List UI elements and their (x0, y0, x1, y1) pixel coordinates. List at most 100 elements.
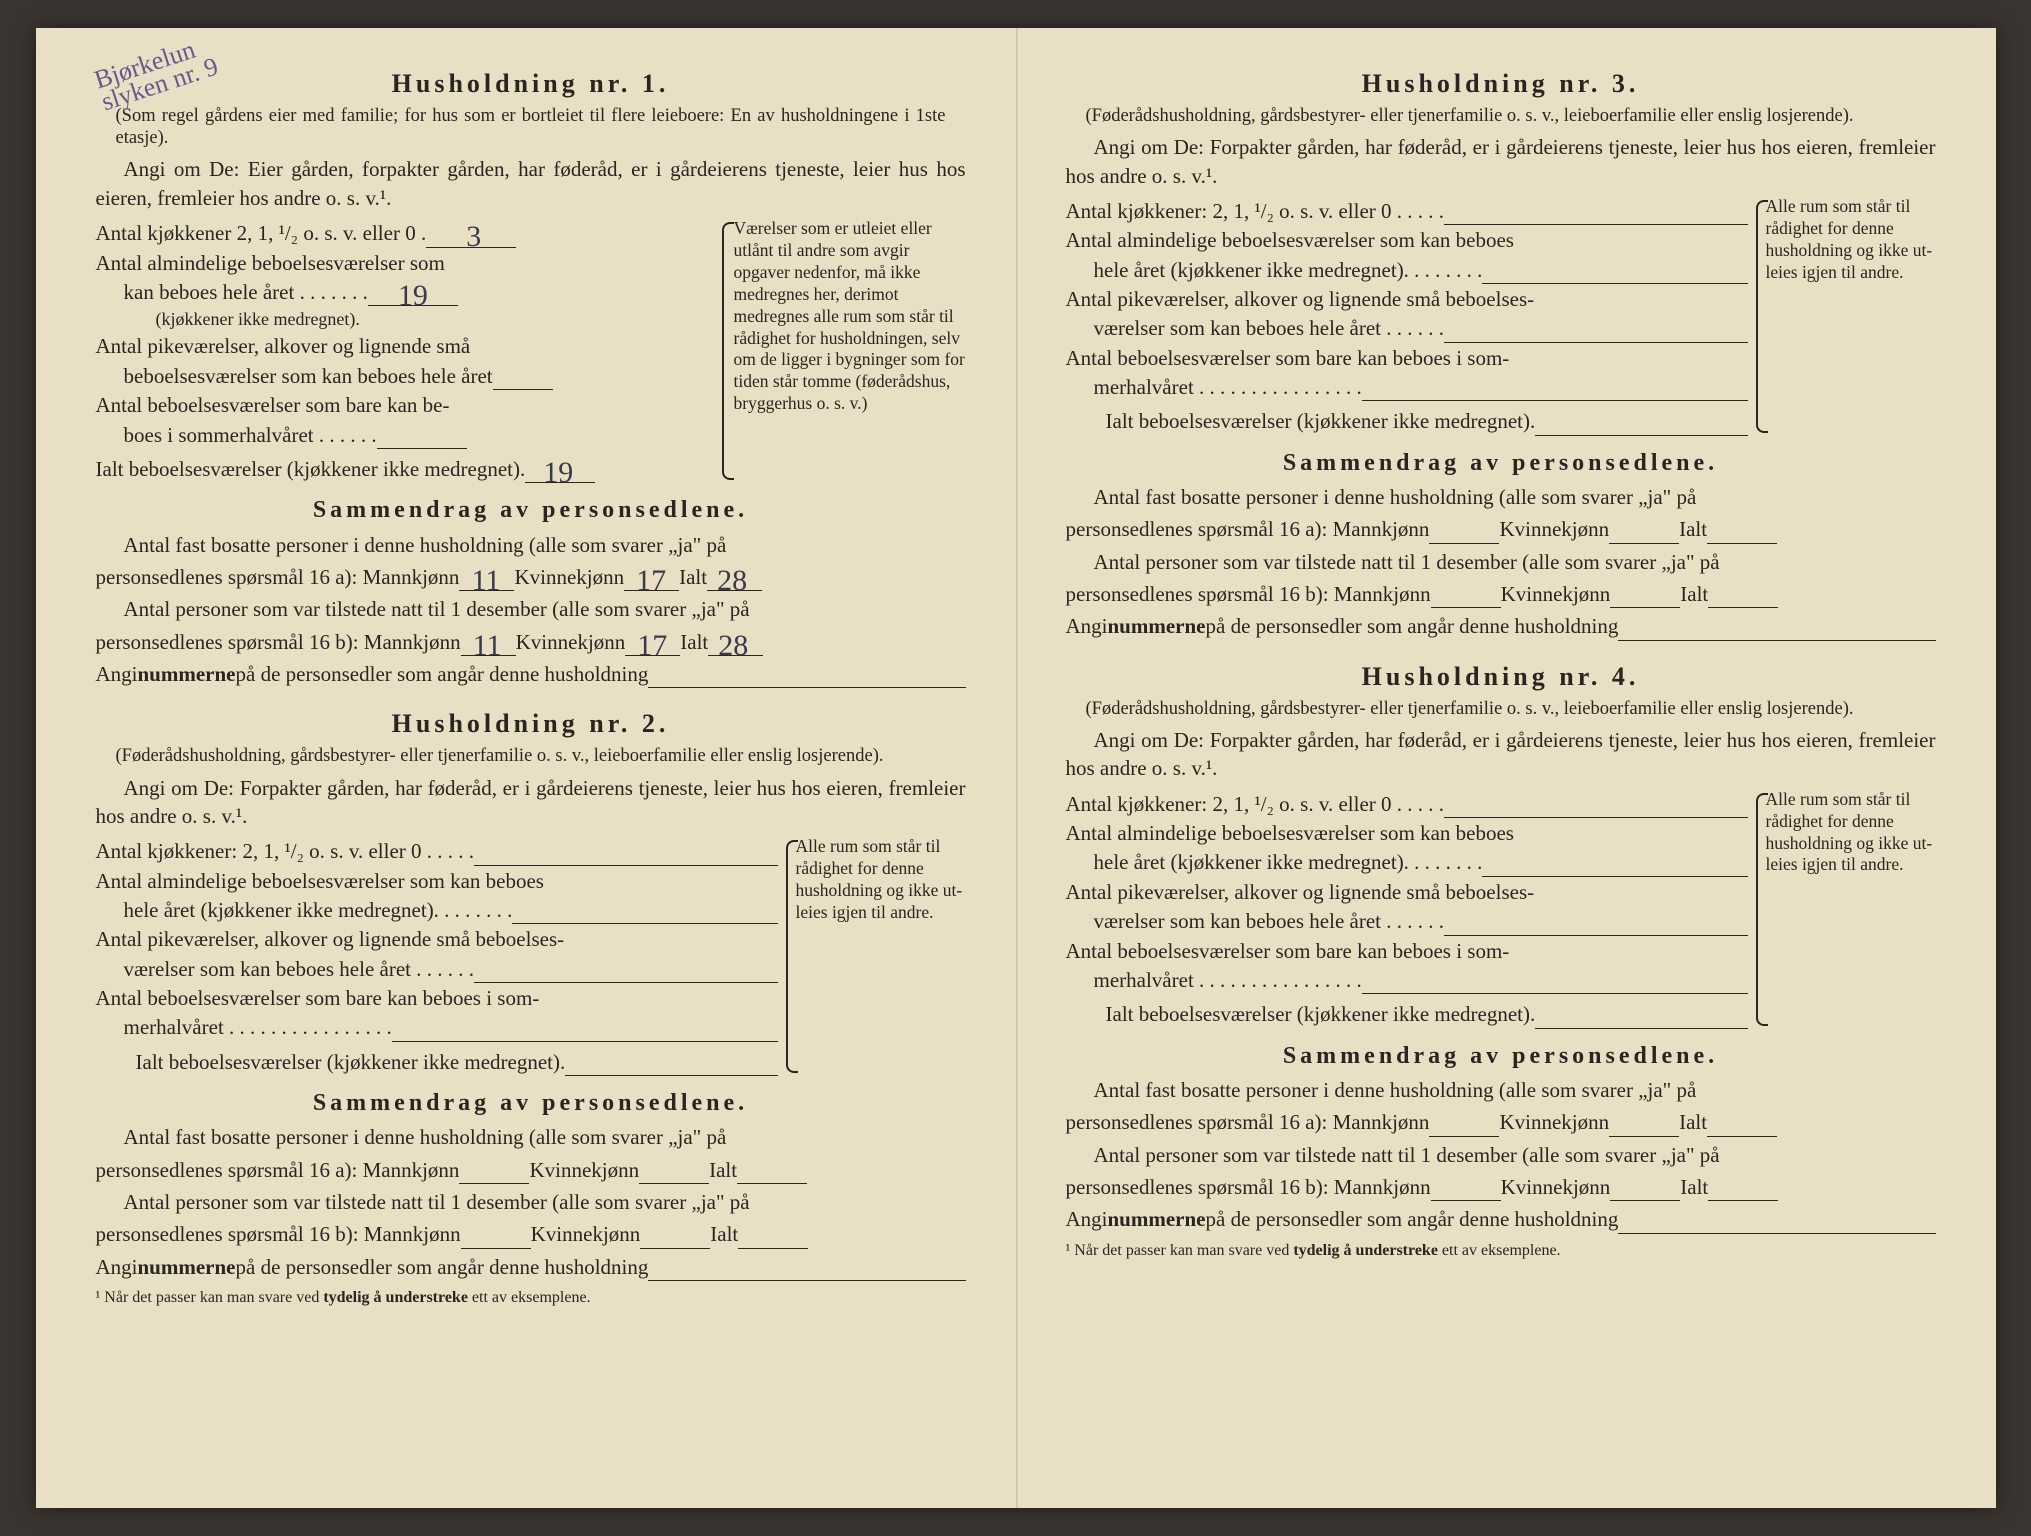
hh4-s1a: Antal fast bosatte personer i denne hush… (1066, 1076, 1936, 1104)
hh4-title: Husholdning nr. 4. (1066, 659, 1936, 694)
hh2-summary-title: Sammendrag av personsedlene. (96, 1087, 966, 1119)
footnote-left: ¹ Når det passer kan man svare ved tydel… (96, 1287, 966, 1309)
hw: 17 (637, 626, 667, 667)
t: Angi (1066, 1205, 1108, 1233)
hh1-alm-field: 19 (368, 282, 458, 306)
hh3-s1b: personsedlenes spørsmål 16 a): Mannkjønn… (1066, 515, 1936, 543)
f (1618, 617, 1935, 641)
left-page: Husholdning nr. 1. (Som regel gårdens ei… (36, 28, 1016, 1508)
f: 11 (461, 632, 516, 656)
f (1444, 319, 1748, 343)
t: personsedlenes spørsmål 16 a): Mannkjønn (96, 1156, 460, 1184)
f (461, 1225, 531, 1249)
t: personsedlenes spørsmål 16 b): Mannkjønn (96, 1220, 461, 1248)
hh2-angi: Angi om De: Forpakter gården, har føderå… (96, 774, 966, 831)
f (1707, 1113, 1777, 1137)
f (474, 959, 778, 983)
hh2-sidebox: Alle rum som står til rådighet for denne… (788, 836, 966, 1077)
hh1-r3b: beboelsesværelser som kan beboes hele år… (96, 362, 493, 390)
hh3-rows-wrap: Antal kjøkkener: 2, 1, ¹/₂ o. s. v. elle… (1066, 196, 1936, 437)
t: hele året (kjøkkener ikke medregnet). . … (96, 896, 513, 924)
t: Antal pikeværelser, alkover og lignende … (96, 927, 565, 951)
hh3-s3: Angi nummerne på de personsedler som ang… (1066, 612, 1936, 640)
hh3-summary-title: Sammendrag av personsedlene. (1066, 447, 1936, 479)
blank-line (493, 366, 553, 390)
t: på de personsedler som angår denne husho… (236, 660, 649, 688)
hw-kj: 3 (466, 217, 481, 258)
hh1-r2b: kan beboes hele året . . . . . . . (96, 278, 368, 306)
hh3-subtitle: (Føderådshusholdning, gårdsbestyrer- ell… (1086, 105, 1916, 127)
hh1-title: Husholdning nr. 1. (96, 66, 966, 101)
hh2-s2b: personsedlenes spørsmål 16 b): Mannkjønn… (96, 1220, 966, 1248)
t: Ialt (1680, 1173, 1708, 1201)
t: på de personsedler som angår denne husho… (1206, 612, 1619, 640)
t: Ialt (679, 563, 707, 591)
t: Kvinnekjønn (516, 628, 626, 656)
hh1-kj-field: 3 (426, 223, 516, 247)
t: Antal pikeværelser, alkover og lignende … (1066, 880, 1535, 904)
t: Kvinnekjønn (1499, 1108, 1609, 1136)
t: Antal almindelige beboelsesværelser som … (1066, 228, 1514, 252)
hh3-s1a: Antal fast bosatte personer i denne hush… (1066, 483, 1936, 511)
t: Ialt (709, 1156, 737, 1184)
t: personsedlenes spørsmål 16 a): Mannkjønn (96, 563, 460, 591)
t: tydelig å understreke (323, 1289, 468, 1306)
f (1707, 520, 1777, 544)
hh4-sidebox: Alle rum som står til rådighet for denne… (1758, 789, 1936, 1030)
f (1708, 584, 1778, 608)
f (1362, 377, 1748, 401)
hh3-rows: Antal kjøkkener: 2, 1, ¹/₂ o. s. v. elle… (1066, 196, 1748, 437)
hh4-s3: Angi nummerne på de personsedler som ang… (1066, 1205, 1936, 1233)
t: Angi (96, 1253, 138, 1281)
f (1444, 911, 1748, 935)
t: Antal pikeværelser, alkover og lignende … (1066, 287, 1535, 311)
hh4-summary-title: Sammendrag av personsedlene. (1066, 1040, 1936, 1072)
t: merhalvåret . . . . . . . . . . . . . . … (1066, 966, 1362, 994)
right-page: Husholdning nr. 3. (Føderådshusholdning,… (1016, 28, 1996, 1508)
hh2-s2a: Antal personer som var tilstede natt til… (96, 1188, 966, 1216)
hw: 28 (718, 626, 748, 667)
f (1431, 584, 1501, 608)
t: Antal kjøkkener: 2, 1, ¹/₂ o. s. v. elle… (1066, 197, 1445, 225)
blank-line (648, 664, 965, 688)
t: Ialt (710, 1220, 738, 1248)
t: tydelig å understreke (1293, 1242, 1438, 1259)
t: værelser som kan beboes hele året . . . … (1066, 314, 1444, 342)
f (474, 842, 777, 866)
t: Ialt beboelsesværelser (kjøkkener ikke m… (1106, 407, 1536, 435)
f (1610, 584, 1680, 608)
f (648, 1257, 965, 1281)
hh1-subtitle: (Som regel gårdens eier med familie; for… (116, 105, 946, 149)
f (1429, 1113, 1499, 1137)
hh1-rows: Antal kjøkkener 2, 1, ¹/₂ o. s. v. eller… (96, 218, 714, 484)
hh3-title: Husholdning nr. 3. (1066, 66, 1936, 101)
hh4-s2b: personsedlenes spørsmål 16 b): Mannkjønn… (1066, 1173, 1936, 1201)
hh2-s3: Angi nummerne på de personsedler som ang… (96, 1253, 966, 1281)
t: Angi (96, 660, 138, 688)
hh4-rows: Antal kjøkkener: 2, 1, ¹/₂ o. s. v. elle… (1066, 789, 1748, 1030)
hh4-angi: Angi om De: Forpakter gården, har føderå… (1066, 726, 1936, 783)
f (640, 1225, 710, 1249)
t: Kvinnekjønn (1501, 580, 1611, 608)
t: personsedlenes spørsmål 16 a): Mannkjønn (1066, 515, 1430, 543)
hh1-s2a: Antal personer som var tilstede natt til… (96, 595, 966, 623)
t: Ialt beboelsesværelser (kjøkkener ikke m… (136, 1048, 566, 1076)
hh4-s2a: Antal personer som var tilstede natt til… (1066, 1141, 1936, 1169)
f (738, 1225, 808, 1249)
t: Kvinnekjønn (1499, 515, 1609, 543)
f (392, 1018, 778, 1042)
t: Antal kjøkkener: 2, 1, ¹/₂ o. s. v. elle… (96, 837, 475, 865)
t: merhalvåret . . . . . . . . . . . . . . … (1066, 373, 1362, 401)
t: på de personsedler som angår denne husho… (236, 1253, 649, 1281)
hw: 11 (471, 561, 500, 602)
t: nummerne (1108, 612, 1206, 640)
hh1-r2c: (kjøkkener ikke medregnet). (156, 309, 360, 329)
t: personsedlenes spørsmål 16 a): Mannkjønn (1066, 1108, 1430, 1136)
t: Ialt (1680, 580, 1708, 608)
f (737, 1160, 807, 1184)
hh2-subtitle: (Føderådshusholdning, gårdsbestyrer- ell… (116, 745, 946, 767)
hh1-ialt-field: 19 (525, 459, 595, 483)
t: Kvinnekjønn (1501, 1173, 1611, 1201)
t: nummerne (1108, 1205, 1206, 1233)
t: Angi (1066, 612, 1108, 640)
